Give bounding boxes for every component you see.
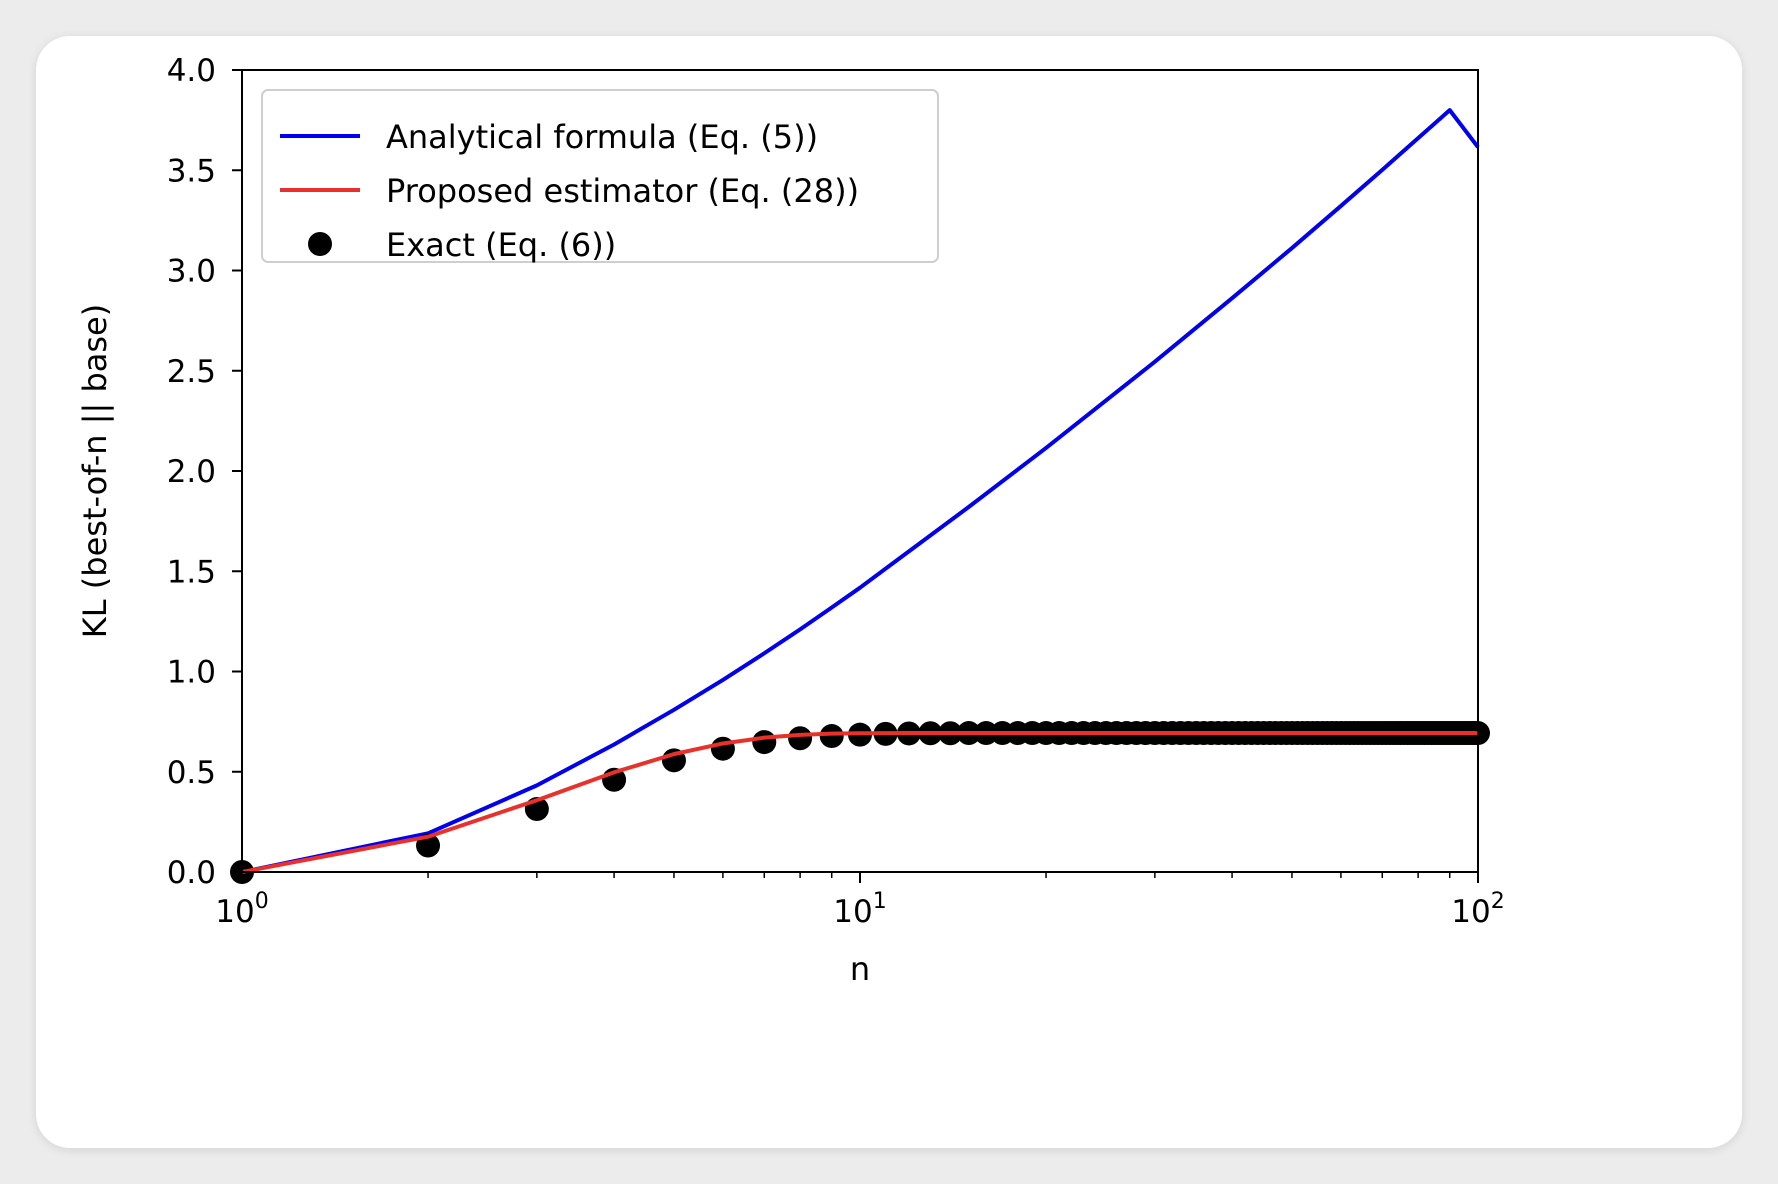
y-tick-label: 1.0 bbox=[167, 655, 216, 691]
x-tick-label: 102 bbox=[1451, 889, 1504, 930]
proposed-estimator-line bbox=[241, 731, 1478, 874]
y-axis-ticks: 0.0 0.5 1.0 1.5 2.0 2.5 3.0 3.5 4.0 bbox=[167, 53, 242, 891]
exact-point bbox=[752, 730, 777, 755]
series-layer bbox=[230, 108, 1490, 884]
y-tick-label: 2.0 bbox=[167, 454, 216, 490]
legend-label: Exact (Eq. (6)) bbox=[386, 226, 616, 264]
y-tick-label: 2.5 bbox=[167, 354, 216, 390]
legend-label: Analytical formula (Eq. (5)) bbox=[386, 118, 818, 156]
x-axis-ticks: 100 101 102 bbox=[215, 872, 1505, 930]
legend: Analytical formula (Eq. (5)) Proposed est… bbox=[261, 89, 939, 264]
y-tick-label: 4.0 bbox=[167, 53, 216, 89]
legend-label: Proposed estimator (Eq. (28)) bbox=[386, 172, 859, 210]
exact-points bbox=[230, 721, 1490, 884]
x-axis-label: n bbox=[850, 950, 870, 988]
y-axis-label: KL (best-of-n || base) bbox=[76, 304, 114, 638]
exact-point bbox=[819, 724, 844, 749]
x-tick-base: 10 bbox=[833, 894, 872, 930]
kl-divergence-chart: 0.00.51.01.52.02.53.03.54.0 100 101 102 n … bbox=[76, 53, 1505, 988]
legend-exact-swatch bbox=[308, 232, 332, 256]
y-tick-label: 0.0 bbox=[167, 855, 216, 891]
x-tick-exponent: 1 bbox=[873, 889, 887, 914]
x-tick-base: 10 bbox=[215, 894, 254, 930]
x-tick-label: 100 bbox=[215, 889, 268, 930]
analytical-formula-line bbox=[241, 108, 1480, 874]
y-tick-label: 3.5 bbox=[167, 153, 216, 189]
legend-box bbox=[261, 89, 939, 263]
y-tick-label: 1.5 bbox=[167, 554, 216, 590]
x-tick-base: 10 bbox=[1451, 894, 1490, 930]
x-tick-label: 101 bbox=[833, 889, 886, 930]
y-tick-label: 3.0 bbox=[167, 254, 216, 290]
y-tick-label: 0.5 bbox=[167, 755, 216, 791]
exact-point bbox=[788, 726, 813, 751]
chart-card: 0.0 0.5 1.0 1.5 2.0 2.5 3.0 3.5 4.0 100 101 102 n … bbox=[36, 36, 1742, 1148]
x-tick-exponent: 0 bbox=[255, 889, 269, 914]
x-tick-exponent: 2 bbox=[1491, 889, 1505, 914]
